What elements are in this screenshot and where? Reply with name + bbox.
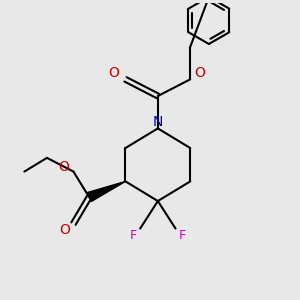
Text: O: O — [59, 224, 70, 238]
Text: N: N — [153, 115, 163, 128]
Text: F: F — [130, 229, 137, 242]
Text: O: O — [108, 66, 119, 80]
Text: O: O — [58, 160, 69, 174]
Polygon shape — [87, 182, 125, 202]
Text: F: F — [179, 229, 186, 242]
Text: O: O — [195, 66, 206, 80]
